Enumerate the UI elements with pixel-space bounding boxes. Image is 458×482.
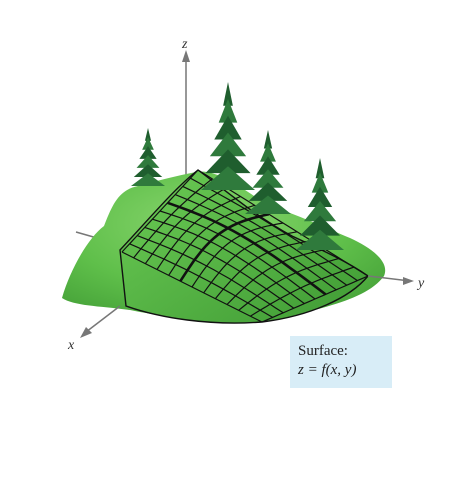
x-axis: x: [67, 305, 121, 353]
grid-line: [159, 210, 316, 300]
grid-line: [167, 201, 327, 296]
grid-line: [144, 226, 295, 309]
grid-line: [136, 235, 284, 314]
pine-tree: [131, 128, 165, 186]
surface-grid: [119, 169, 370, 324]
grid-line: [129, 243, 273, 318]
pine-tree: [201, 82, 255, 190]
grid-line: [152, 218, 305, 305]
grid-line: [174, 194, 337, 291]
y-axis: y: [367, 275, 425, 291]
z-axis-label: z: [181, 37, 188, 52]
pine-tree: [245, 130, 291, 214]
grid-line: [121, 251, 263, 323]
pine-tree: [296, 158, 344, 250]
z-axis: z: [181, 37, 190, 190]
caption-title: Surface:: [298, 343, 348, 359]
x-axis-label: x: [67, 338, 75, 353]
caption-equation: z = f(x, y): [298, 362, 357, 378]
y-axis-label: y: [416, 276, 425, 291]
grid-line: [182, 185, 348, 286]
surface-caption: Surface: z = f(x, y): [290, 336, 392, 388]
grid-line: [190, 177, 358, 282]
